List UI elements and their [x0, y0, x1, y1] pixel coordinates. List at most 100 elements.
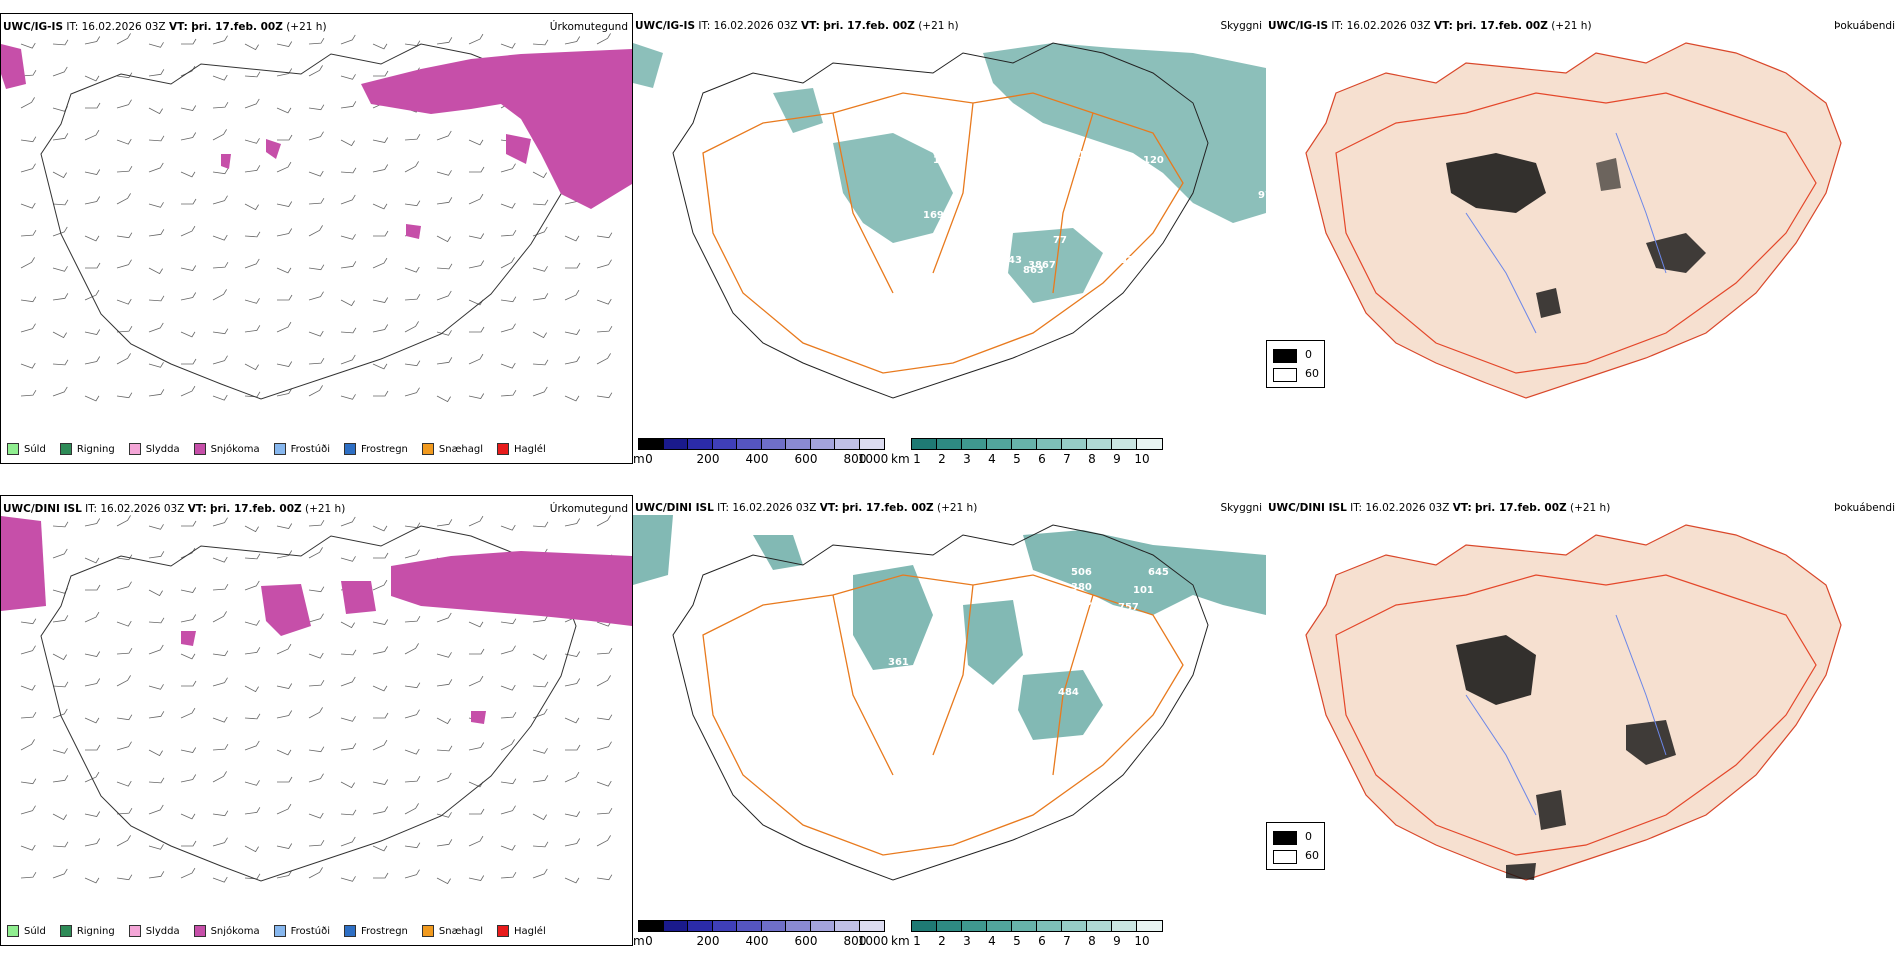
wind-barb: [52, 133, 69, 141]
wind-barb: [180, 813, 196, 820]
wind-barb: [212, 611, 227, 623]
wind-barb: [308, 131, 324, 141]
cloud-base-value: 191: [1103, 687, 1124, 698]
wind-barb: [84, 771, 100, 783]
wind-barb: [340, 167, 357, 174]
wind-barb: [340, 743, 357, 751]
cloud-base-value: 361: [888, 657, 909, 668]
wind-barb: [308, 652, 324, 659]
wind-barb: [404, 40, 421, 47]
wind-barb: [564, 329, 581, 335]
tick-label: 600: [794, 934, 818, 948]
legend-item: Snjókoma: [193, 443, 260, 455]
wind-barb: [20, 97, 35, 109]
tick-label: 1: [913, 452, 921, 466]
fog-panel-row1: UWC/IG-IS IT: 16.02.2026 03Z VT: þri. 17…: [1266, 13, 1899, 464]
panel-title: UWC/DINI ISL IT: 16.02.2026 03Z VT: þri.…: [635, 502, 978, 514]
wind-barb: [181, 840, 197, 847]
tick-label: 1000: [857, 934, 889, 948]
wind-barb: [180, 171, 196, 178]
tick-label: 6: [1038, 934, 1046, 948]
wind-barb: [340, 234, 356, 240]
wind-barb: [340, 876, 356, 882]
wind-barb: [52, 868, 68, 879]
wind-barb: [276, 68, 293, 77]
wind-barb: [340, 354, 356, 365]
wind-barb: [148, 777, 165, 784]
wind-barb: [436, 772, 452, 783]
wind-barb: [308, 773, 324, 783]
wind-barb: [212, 876, 228, 883]
legend-item: Frostregn: [344, 443, 408, 455]
tick-label: 5: [1013, 452, 1021, 466]
wind-barb: [148, 644, 164, 655]
wind-barb: [116, 33, 131, 45]
tick-label: 8: [1088, 934, 1096, 948]
wind-barb: [500, 778, 517, 785]
precip-panel-row1: UWC/IG-IS IT: 16.02.2026 03Z VT: þri. 17…: [0, 13, 633, 464]
wind-barb: [373, 552, 389, 559]
wind-barb: [340, 781, 355, 789]
wind-barb: [436, 263, 453, 270]
wind-barb: [532, 841, 549, 848]
wind-barb: [52, 841, 69, 848]
tick-label: 400: [745, 452, 769, 466]
wind-barb: [340, 516, 356, 527]
wind-barb: [500, 618, 517, 625]
wind-barb: [500, 389, 517, 397]
wind-barb: [116, 647, 133, 655]
wind-barb: [468, 260, 485, 269]
wind-barb: [20, 229, 37, 237]
wind-barb: [468, 193, 484, 205]
wind-barb: [180, 707, 196, 719]
wind-barb: [308, 746, 325, 753]
fog-areas: [1456, 635, 1676, 880]
wind-barb: [500, 871, 517, 879]
wind-barb: [532, 653, 547, 661]
wind-barb: [532, 359, 549, 366]
panel-type-label: Úrkomutegund: [549, 503, 628, 515]
wind-barb: [404, 133, 421, 141]
wind-barb: [308, 65, 323, 77]
wind-barb: [308, 37, 325, 45]
visibility-scale-strip: [911, 920, 1163, 932]
cloud-base-value: 645: [1148, 567, 1169, 578]
tick-label: 9: [1113, 452, 1121, 466]
cloud-base-value: 77: [1053, 235, 1067, 246]
legend-swatch: [497, 443, 510, 455]
wind-barb: [596, 325, 613, 333]
wind-barb: [564, 36, 581, 45]
wind-barb: [564, 395, 580, 402]
wind-barb: [276, 683, 293, 689]
wind-barb: [404, 293, 421, 301]
wind-barb: [52, 615, 69, 623]
legend-swatch: [421, 443, 434, 455]
wind-barb: [308, 519, 325, 527]
wind-barb: [20, 805, 36, 815]
fog-scale-max-label: 60: [1305, 849, 1319, 862]
precip-legend: Súld Rigning Slydda Snjókoma Frostúði Fr…: [7, 443, 546, 455]
wind-barb: [372, 363, 388, 370]
wind-barb: [340, 621, 355, 629]
wind-barb: [277, 134, 293, 141]
iceland-land: [1305, 524, 1842, 881]
wind-barb: [85, 744, 101, 751]
wind-barb: [436, 612, 452, 623]
wind-barb: [244, 525, 259, 533]
road-network: [1335, 92, 1817, 374]
legend-item: Frostúði: [273, 925, 330, 937]
wind-barb: [148, 202, 164, 208]
legend-swatch: [497, 925, 510, 937]
wind-barb: [340, 74, 356, 80]
wind-barb: [308, 357, 325, 365]
wind-barb: [52, 748, 68, 754]
wind-barb: [116, 807, 133, 815]
tick-label: 6: [1038, 452, 1046, 466]
tick-label: 200: [696, 934, 720, 948]
wind-barb: [404, 522, 421, 529]
wind-barb: [500, 296, 517, 303]
cloud-base-value: 88: [898, 672, 912, 683]
wind-barb: [404, 360, 421, 367]
wind-barb: [244, 298, 260, 304]
iceland-outline: [40, 43, 577, 400]
